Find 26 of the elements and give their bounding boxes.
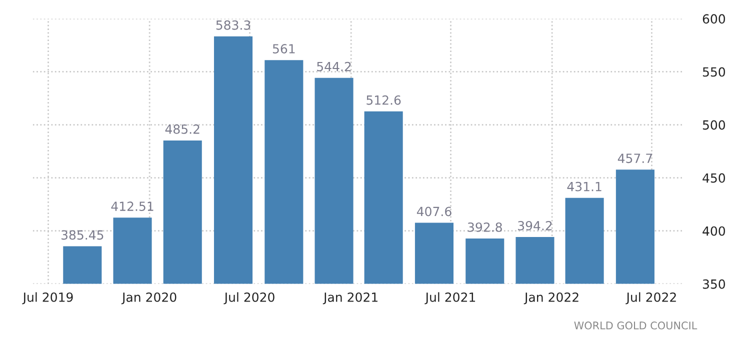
y-tick-label: 450 [702,173,726,183]
data-label: 412.51 [111,202,154,211]
data-label: 407.6 [416,206,452,216]
y-tick-label: 550 [702,67,726,77]
x-tick-label: Jul 2021 [424,292,476,304]
y-tick-label: 500 [702,120,726,130]
x-tick-label: Jan 2021 [322,292,378,304]
data-label: 431.1 [567,182,602,192]
x-tick-label: Jan 2020 [121,292,176,304]
data-label: 485.2 [165,124,200,134]
data-label: 457.7 [618,154,652,164]
data-label: 561 [272,44,295,54]
data-label: 392.8 [468,222,502,232]
x-tick-label: Jan 2022 [524,292,578,304]
text: WORLD GOLD COUNCIL [574,322,698,330]
x-tick-label: Jul 2019 [22,292,73,304]
y-tick-label: 600 [702,14,726,24]
y-tick-label: 350 [702,279,726,289]
x-tick-label: Jul 2020 [224,292,274,304]
data-label: 583.3 [216,20,250,30]
data-label: 544.2 [317,62,351,72]
data-label: 394.2 [518,220,552,230]
y-tick-label: 400 [702,226,726,236]
data-label: 385.45 [61,230,104,240]
x-tick-label: Jul 2022 [626,292,676,304]
data-label: 512.6 [366,95,401,105]
